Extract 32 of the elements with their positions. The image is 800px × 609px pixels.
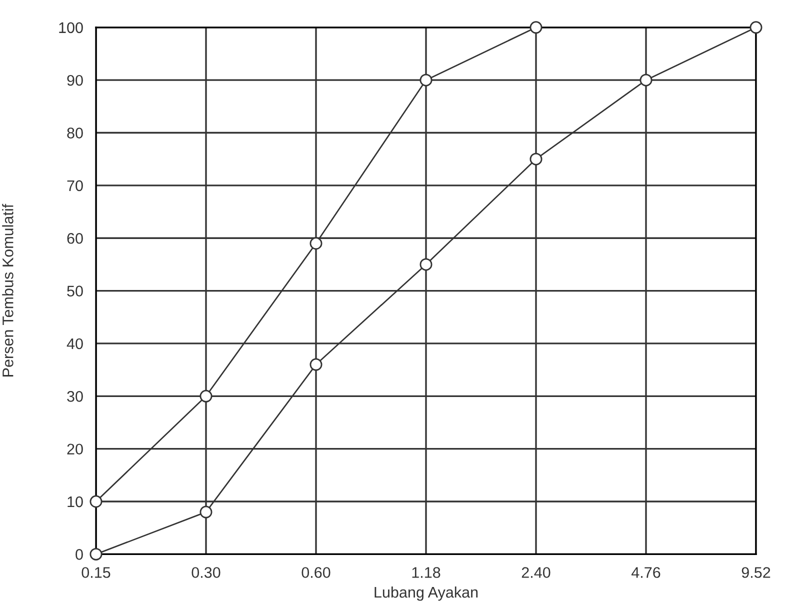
point bbox=[530, 152, 542, 166]
point bbox=[200, 390, 212, 402]
point bbox=[750, 21, 762, 34]
y-tick-label: 50 bbox=[67, 286, 83, 296]
x-tick-label: 1.18 bbox=[412, 567, 440, 578]
x-tick-label: 0.30 bbox=[192, 567, 220, 578]
point bbox=[530, 21, 542, 34]
point bbox=[420, 74, 432, 86]
y-tick-label: 40 bbox=[66, 338, 83, 350]
y-tick-label: 70 bbox=[67, 180, 83, 192]
y-tick-label: 0 bbox=[76, 549, 83, 560]
x-tick-label: 2.40 bbox=[522, 567, 550, 578]
x-axis-title: Lubang Ayakan bbox=[374, 586, 478, 601]
x-tick-label: 9.52 bbox=[742, 567, 770, 578]
point bbox=[420, 258, 432, 271]
y-tick-label: 20 bbox=[67, 444, 83, 455]
point bbox=[200, 506, 212, 518]
point bbox=[640, 74, 652, 86]
point bbox=[310, 358, 322, 371]
point bbox=[310, 237, 322, 250]
point bbox=[90, 495, 102, 508]
x-tick-label: 0.60 bbox=[302, 567, 330, 578]
point bbox=[90, 548, 102, 560]
y-tick-label: 80 bbox=[67, 128, 83, 138]
y-tick-label: 10 bbox=[68, 496, 83, 508]
y-tick-label: 60 bbox=[67, 232, 83, 244]
y-axis-title: Persen Tembus Komulatif bbox=[2, 204, 14, 376]
y-tick-label: 30 bbox=[67, 391, 83, 402]
x-tick-label: 0.15 bbox=[82, 567, 110, 578]
y-tick-label: 100 bbox=[59, 22, 83, 34]
x-tick-label: 4.76 bbox=[631, 567, 660, 578]
y-tick-label: 90 bbox=[67, 74, 83, 86]
